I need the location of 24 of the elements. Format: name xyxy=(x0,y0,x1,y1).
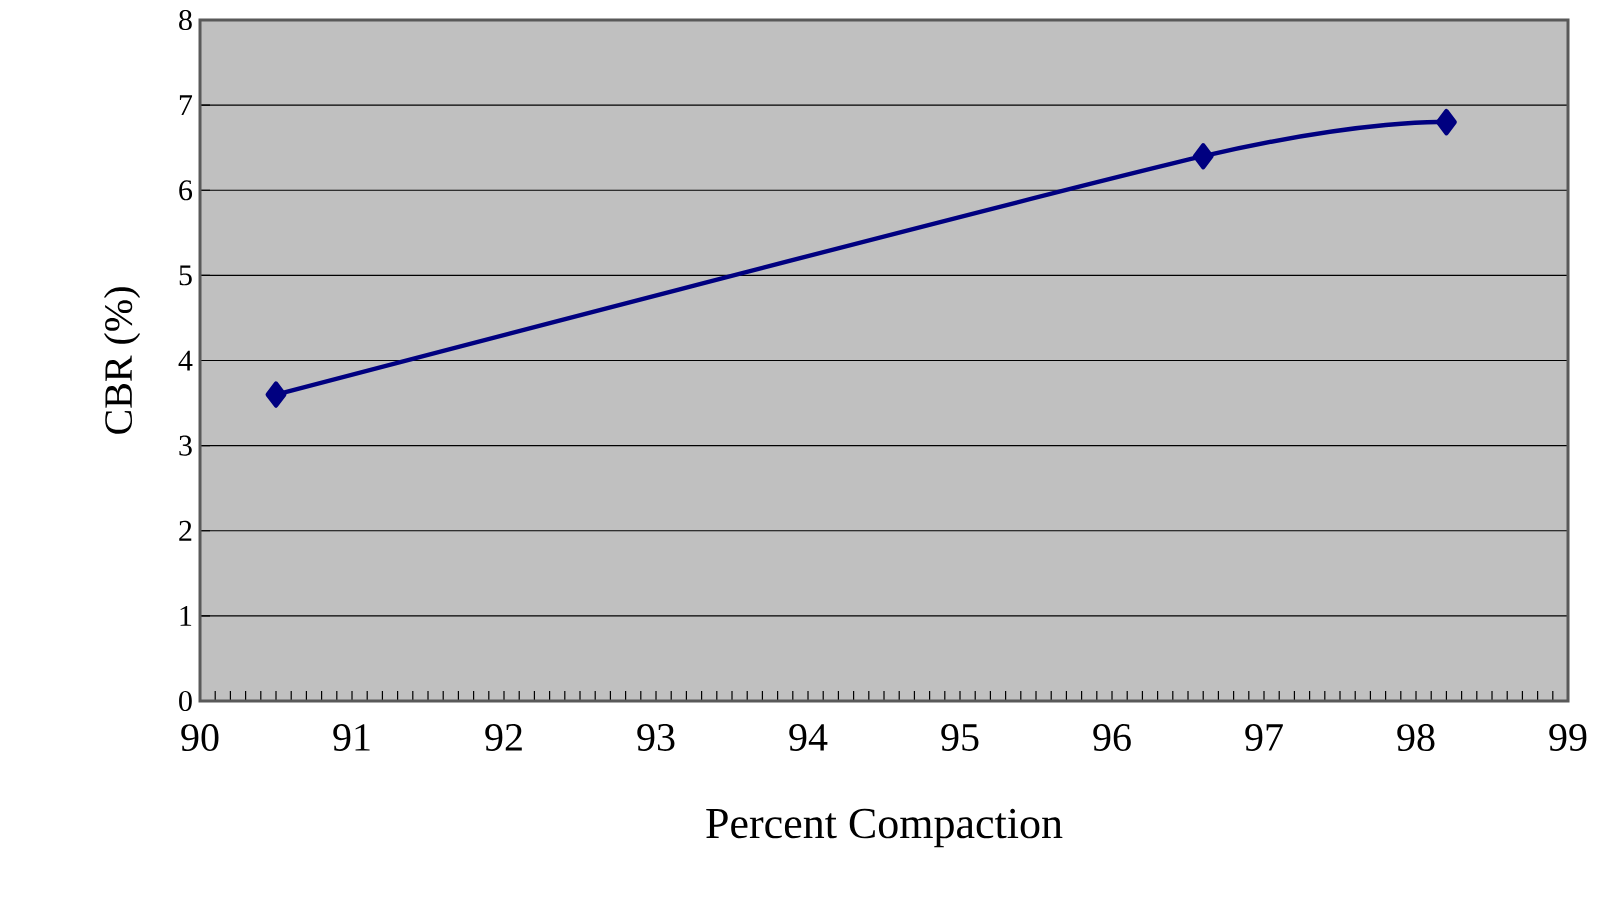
point xyxy=(265,381,287,408)
x-tick-label: 90 xyxy=(181,724,219,752)
x-tick-label: 91 xyxy=(333,724,370,751)
y-tick-label: 4 xyxy=(178,350,193,371)
y-tick-label: 8 xyxy=(179,9,192,31)
y-tick-label: 0 xyxy=(179,690,192,712)
x-tick-label: 99 xyxy=(1549,724,1587,751)
x-axis-title: Percent Compaction xyxy=(706,808,1063,848)
point xyxy=(1435,108,1457,136)
y-tick-label: 5 xyxy=(179,265,192,286)
x-tick-label: 93 xyxy=(637,724,675,751)
x-tick-label: 98 xyxy=(1397,724,1435,752)
point xyxy=(1192,143,1214,170)
y-axis-title: CBR (%) xyxy=(103,287,141,434)
x-tick-label: 97 xyxy=(1245,724,1283,751)
y-tick-label: 1 xyxy=(180,605,192,626)
x-tick-label: 95 xyxy=(941,724,979,751)
y-tick-label: 3 xyxy=(179,435,192,456)
y-tick-label: 7 xyxy=(179,95,193,115)
x-tick-label: 94 xyxy=(789,724,828,751)
y-tick-label: 6 xyxy=(179,180,193,201)
y-tick-label: 2 xyxy=(179,520,192,541)
x-tick-label: 92 xyxy=(485,724,522,751)
x-tick-label: 96 xyxy=(1093,724,1131,751)
